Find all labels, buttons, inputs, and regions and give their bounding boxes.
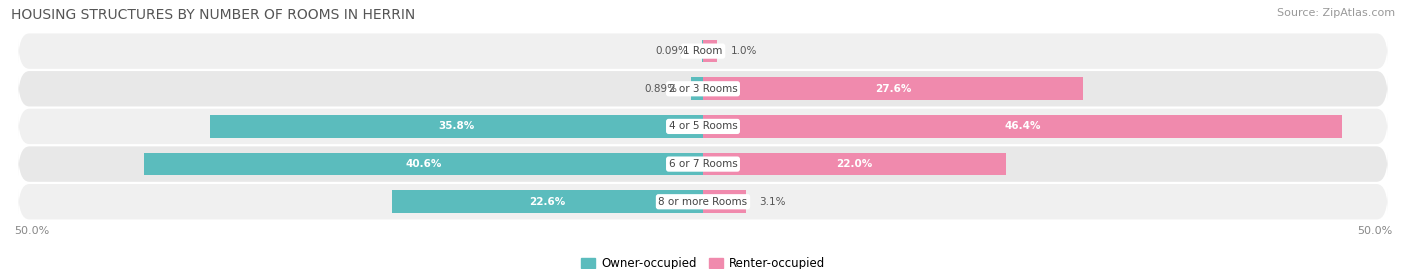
Text: 35.8%: 35.8% [439, 121, 474, 132]
Text: 50.0%: 50.0% [14, 226, 49, 236]
FancyBboxPatch shape [18, 109, 1388, 144]
Text: 4 or 5 Rooms: 4 or 5 Rooms [669, 121, 737, 132]
Bar [690, 77, 703, 100]
Text: 3.1%: 3.1% [759, 197, 786, 207]
Text: Source: ZipAtlas.com: Source: ZipAtlas.com [1277, 8, 1395, 18]
Text: 27.6%: 27.6% [875, 84, 911, 94]
Text: 50.0%: 50.0% [1357, 226, 1392, 236]
FancyBboxPatch shape [18, 184, 1388, 220]
Bar [703, 190, 745, 213]
Bar [703, 40, 717, 62]
FancyBboxPatch shape [18, 33, 1388, 69]
Bar [703, 115, 1343, 138]
Text: 1.0%: 1.0% [731, 46, 756, 56]
Text: 0.09%: 0.09% [655, 46, 688, 56]
Bar [143, 153, 703, 175]
Legend: Owner-occupied, Renter-occupied: Owner-occupied, Renter-occupied [576, 253, 830, 269]
Text: 46.4%: 46.4% [1004, 121, 1040, 132]
Text: HOUSING STRUCTURES BY NUMBER OF ROOMS IN HERRIN: HOUSING STRUCTURES BY NUMBER OF ROOMS IN… [11, 8, 416, 22]
Text: 0.89%: 0.89% [644, 84, 676, 94]
Text: 6 or 7 Rooms: 6 or 7 Rooms [669, 159, 737, 169]
Text: 1 Room: 1 Room [683, 46, 723, 56]
FancyBboxPatch shape [18, 71, 1388, 107]
Text: 40.6%: 40.6% [405, 159, 441, 169]
Text: 2 or 3 Rooms: 2 or 3 Rooms [669, 84, 737, 94]
Bar [703, 153, 1007, 175]
Bar [703, 77, 1083, 100]
Text: 22.6%: 22.6% [529, 197, 565, 207]
FancyBboxPatch shape [18, 146, 1388, 182]
Text: 22.0%: 22.0% [837, 159, 873, 169]
Bar [209, 115, 703, 138]
Text: 8 or more Rooms: 8 or more Rooms [658, 197, 748, 207]
Bar [392, 190, 703, 213]
